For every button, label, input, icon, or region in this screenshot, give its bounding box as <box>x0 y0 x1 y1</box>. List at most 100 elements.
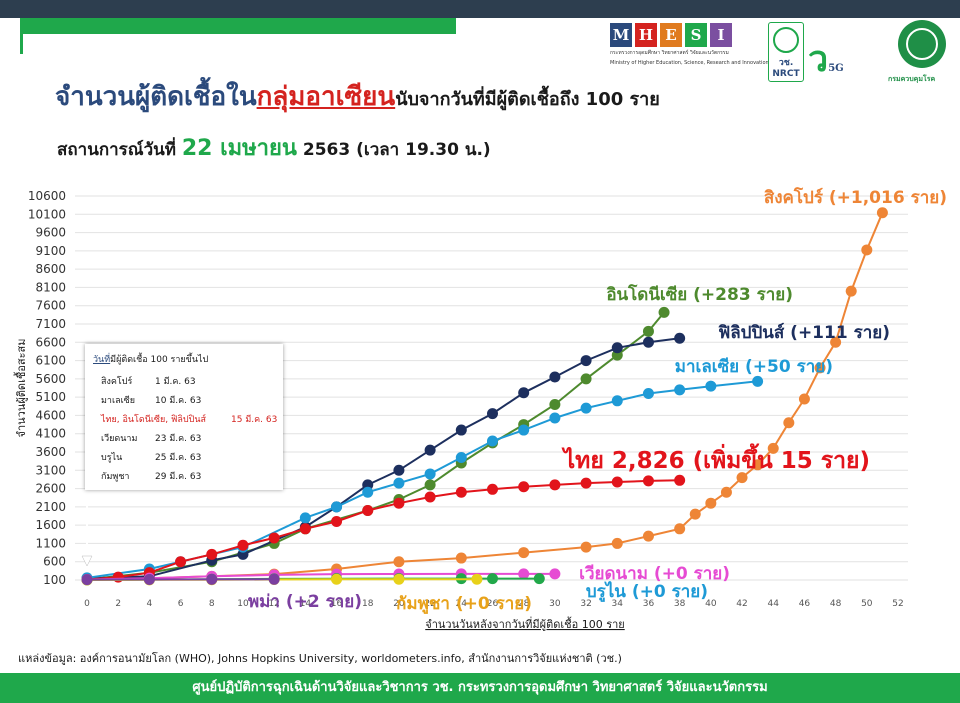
data-point <box>518 568 530 580</box>
mhesi-caption-th: กระทรวงการอุดมศึกษา วิทยาศาสตร์ วิจัยและ… <box>610 50 729 56</box>
x-tick-label: 8 <box>209 599 215 609</box>
title-part1: จำนวนผู้ติดเชื้อใน <box>55 82 257 112</box>
data-point <box>580 373 592 385</box>
data-point <box>611 342 623 354</box>
x-tick-label: 0 <box>84 599 90 609</box>
data-point <box>814 362 826 374</box>
x-tick-label: 38 <box>674 599 686 609</box>
data-source: แหล่งข้อมูล: องค์การอนามัยโลก (WHO), Joh… <box>18 652 622 665</box>
x-tick-label: 36 <box>643 599 655 609</box>
x-tick-label: 2 <box>115 599 121 609</box>
x-tick-label: 4 <box>147 599 153 609</box>
infobox-header: วันที่มีผู้ติดเชื้อ 100 รายขึ้นไป <box>93 352 208 366</box>
vc-5g-text: 5G <box>828 63 844 74</box>
title-highlight: กลุ่มอาเซียน <box>256 82 396 112</box>
nrct-sub: NRCT <box>772 69 800 79</box>
data-point <box>611 476 623 488</box>
data-point <box>393 497 405 509</box>
y-tick-label: 5600 <box>35 372 66 386</box>
infobox-row: มาเลเซีย 10 มี.ค. 63 <box>101 393 201 407</box>
data-point <box>455 424 467 436</box>
y-tick-label: 600 <box>43 555 66 569</box>
data-point <box>752 375 764 387</box>
data-point <box>876 207 888 219</box>
series-label: เวียดนาม (+0 ราย) <box>579 563 730 584</box>
data-point <box>549 568 561 580</box>
series-label: บรูไน (+0 ราย) <box>586 581 708 603</box>
footer-banner: ศูนย์ปฏิบัติการฉุกเฉินด้านวิจัยและวิชากา… <box>0 673 960 703</box>
data-point <box>487 408 498 420</box>
data-point <box>720 486 732 498</box>
data-point <box>861 244 873 256</box>
x-tick-label: 40 <box>705 599 717 609</box>
data-point <box>580 541 592 553</box>
series-label: ไทย 2,826 (เพิ่มขึ้น 15 ราย) <box>561 443 870 474</box>
data-point <box>705 380 717 392</box>
infobox-date: 25 มี.ค. 63 <box>155 453 202 463</box>
data-point <box>611 395 623 407</box>
x-tick-label: 44 <box>768 599 780 609</box>
x-tick-label: 34 <box>612 599 624 609</box>
x-tick-label: 42 <box>736 599 747 609</box>
data-point <box>424 479 436 491</box>
top-accent-bar <box>20 18 456 34</box>
y-tick-label: 7100 <box>35 317 66 331</box>
x-tick-label: 52 <box>892 599 903 609</box>
data-point <box>362 486 374 498</box>
situation-suffix: 2563 (เวลา 19.30 น.) <box>296 140 491 160</box>
data-point <box>783 417 795 429</box>
nrct-logo: วช. NRCT <box>768 22 804 82</box>
data-point <box>268 532 280 544</box>
series-label: พม่า (+2 ราย) <box>248 592 362 612</box>
data-point <box>767 442 779 454</box>
mhesi-letter-h: H <box>635 23 657 47</box>
data-point <box>642 325 654 337</box>
y-tick-label: 7600 <box>35 299 66 313</box>
x-tick-label: 24 <box>456 599 468 609</box>
series-label: สิงคโปร์ (+1,016 ราย) <box>764 187 947 208</box>
data-point <box>362 505 374 517</box>
infobox-country: เวียดนาม <box>101 434 138 444</box>
y-tick-label: 6600 <box>35 335 66 349</box>
y-tick-label: 3600 <box>35 445 66 459</box>
infobox-country: บรูไน <box>101 453 123 463</box>
data-point <box>689 508 701 520</box>
infobox-date: 15 มี.ค. 63 <box>231 415 278 425</box>
infobox-row: สิงคโปร์ 1 มี.ค. 63 <box>101 374 196 388</box>
y-tick-label: 3100 <box>35 463 66 477</box>
data-point <box>299 512 311 524</box>
y-tick-label: 9600 <box>35 226 66 240</box>
x-tick-label: 22 <box>424 599 435 609</box>
data-point <box>299 523 311 535</box>
data-point <box>455 451 467 463</box>
data-point <box>518 547 530 559</box>
x-tick-label: 20 <box>393 599 405 609</box>
y-tick-label: 10100 <box>28 207 66 221</box>
data-point <box>705 497 717 509</box>
y-tick-label: 10600 <box>28 189 66 203</box>
series-label: มาเลเซีย (+50 ราย) <box>675 356 833 377</box>
mhesi-letter-i: I <box>710 23 732 47</box>
y-tick-label: 6100 <box>35 354 66 368</box>
infobox-date: 29 มี.ค. 63 <box>155 472 202 482</box>
data-point <box>143 573 155 585</box>
situation-prefix: สถานการณ์วันที่ <box>57 140 182 160</box>
infobox-row: ไทย, อินโดนีเซีย, ฟิลิปปินส์ 15 มี.ค. 63 <box>101 412 277 426</box>
data-point <box>393 464 405 476</box>
nrct-emblem-icon <box>773 27 799 53</box>
data-point <box>580 355 592 367</box>
y-tick-label: 100 <box>43 573 66 587</box>
first-100-cases-infobox: วันที่มีผู้ติดเชื้อ 100 รายขึ้นไป สิงคโป… <box>85 344 283 490</box>
page-title: จำนวนผู้ติดเชื้อในกลุ่มอาเซียนนับจากวันท… <box>55 76 660 117</box>
x-tick-label: 16 <box>331 599 343 609</box>
data-point <box>393 573 405 585</box>
y-tick-label: 4600 <box>35 408 66 422</box>
data-point <box>175 556 187 568</box>
y-tick-label: 1100 <box>35 536 66 550</box>
x-tick-label: 46 <box>799 599 811 609</box>
series-label: อินโดนีเซีย (+283 ราย) <box>606 284 793 305</box>
y-tick-label: 9100 <box>35 244 66 258</box>
y-tick-label: 8100 <box>35 280 66 294</box>
data-point <box>674 384 686 396</box>
